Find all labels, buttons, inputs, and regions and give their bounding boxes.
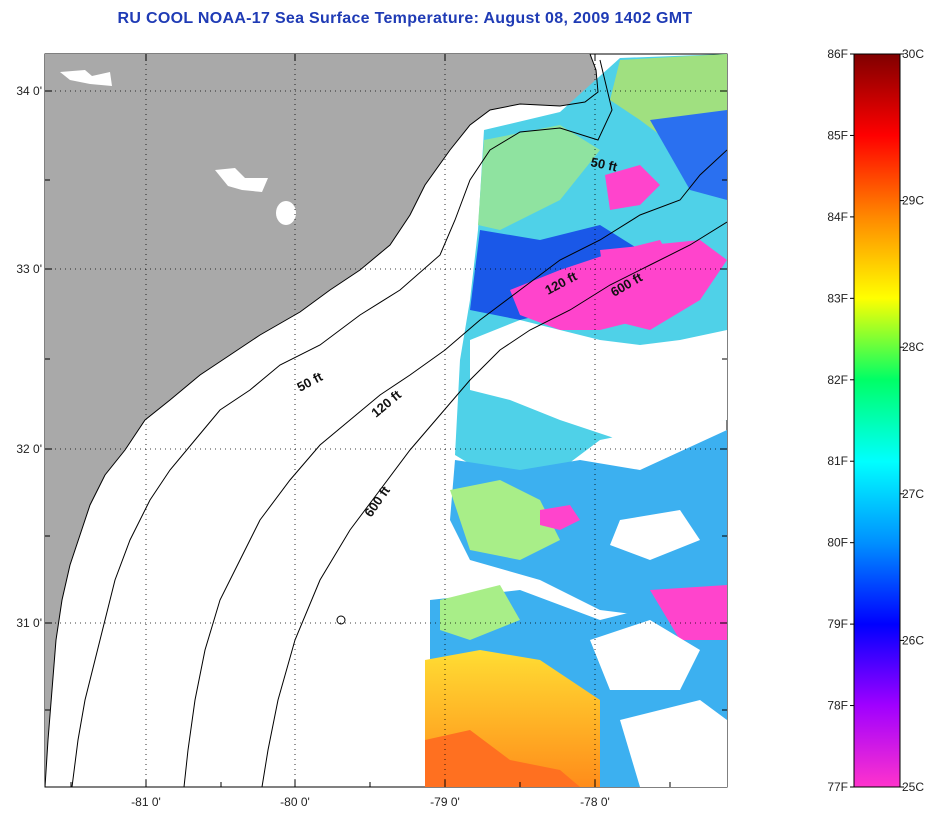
- lon-label: -81 0': [131, 795, 161, 809]
- lon-label: -79 0': [430, 795, 460, 809]
- land-area: [45, 54, 598, 787]
- coastline: [45, 54, 599, 787]
- celsius-label: 28C: [902, 340, 924, 354]
- fahrenheit-scale: 86F 85F 84F 83F 82F 81F 80F 79F 78F 77F: [827, 47, 854, 794]
- lon-label: -80 0': [280, 795, 310, 809]
- fahrenheit-label: 81F: [827, 454, 848, 468]
- lon-label: -78 0': [580, 795, 610, 809]
- colorbar-gradient: [853, 53, 901, 788]
- fahrenheit-label: 79F: [827, 617, 848, 631]
- celsius-scale: 30C 29C 28C 27C 26C 25C: [900, 47, 924, 794]
- contour-120ft: [183, 149, 727, 787]
- sst-map: 34 0' 33 0' 32 0' 31 0' -81 0' -80 0' -7…: [16, 53, 728, 809]
- fahrenheit-label: 84F: [827, 210, 848, 224]
- fahrenheit-label: 85F: [827, 128, 848, 142]
- lat-label: 34 0': [16, 84, 42, 98]
- lake: [276, 201, 296, 225]
- map-title: RU COOL NOAA-17 Sea Surface Temperature:…: [117, 10, 693, 27]
- contour-600ft: [261, 221, 727, 787]
- fahrenheit-label: 80F: [827, 536, 848, 550]
- fahrenheit-label: 82F: [827, 373, 848, 387]
- celsius-label: 29C: [902, 194, 924, 208]
- sst-data: [425, 54, 727, 787]
- fahrenheit-label: 77F: [827, 780, 848, 794]
- lat-label: 33 0': [16, 262, 42, 276]
- celsius-label: 25C: [902, 780, 924, 794]
- fahrenheit-label: 78F: [827, 699, 848, 713]
- fahrenheit-label: 83F: [827, 291, 848, 305]
- contour-label-50ft-east: 50 ft: [589, 154, 619, 174]
- contour-50ft: [71, 59, 613, 787]
- lat-label: 31 0': [16, 616, 42, 630]
- lake: [60, 70, 112, 86]
- lake: [215, 168, 268, 192]
- graticule: [45, 54, 727, 787]
- lat-label: 32 0': [16, 442, 42, 456]
- celsius-label: 26C: [902, 633, 924, 647]
- island-marker: [336, 615, 346, 625]
- colorbar: 86F 85F 84F 83F 82F 81F 80F 79F 78F 77F 30C 29C 28C…: [827, 47, 924, 794]
- celsius-label: 30C: [902, 47, 924, 61]
- ticks: [45, 54, 727, 787]
- celsius-label: 27C: [902, 487, 924, 501]
- fahrenheit-label: 86F: [827, 47, 848, 61]
